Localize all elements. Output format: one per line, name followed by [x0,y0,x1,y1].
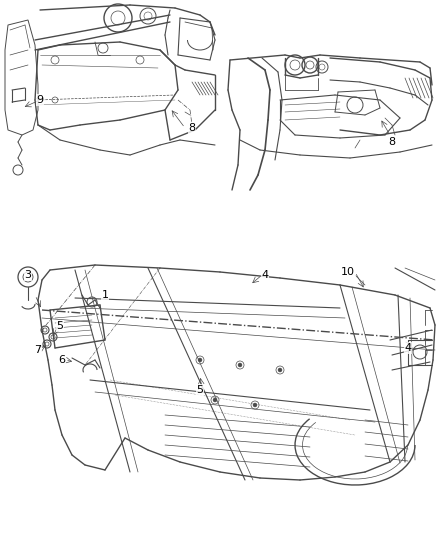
Text: 5: 5 [57,321,64,331]
Circle shape [238,363,242,367]
Text: 8: 8 [188,123,195,133]
Text: 3: 3 [25,270,32,280]
Text: 1: 1 [102,290,109,300]
Text: 9: 9 [36,95,43,105]
Text: 5: 5 [197,385,204,395]
Circle shape [278,368,282,372]
Text: 8: 8 [389,137,396,147]
Circle shape [198,358,202,362]
Text: 4: 4 [261,270,268,280]
Text: 4: 4 [404,343,412,353]
Circle shape [253,403,257,407]
Text: 6: 6 [59,355,66,365]
Text: 10: 10 [341,267,355,277]
Circle shape [213,398,217,402]
Text: 7: 7 [35,345,42,355]
